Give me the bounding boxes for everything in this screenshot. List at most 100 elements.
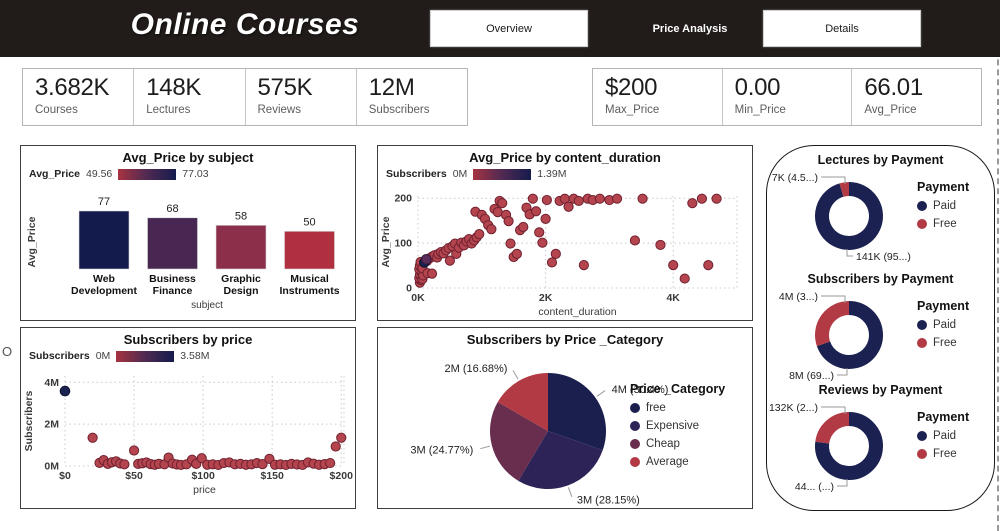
data-point[interactable] <box>578 260 589 271</box>
data-point[interactable] <box>687 198 698 209</box>
data-point[interactable] <box>518 221 529 233</box>
data-point[interactable] <box>703 260 714 271</box>
donut-section-0: Lectures by Payment 7K (4.5...) 141K (95..… <box>767 148 994 268</box>
legend-item-expensive[interactable]: Expensive <box>630 420 725 432</box>
data-point[interactable] <box>668 260 679 271</box>
data-point[interactable] <box>550 248 561 259</box>
chart-title: Reviews by Payment <box>818 383 943 397</box>
data-point[interactable] <box>594 193 605 204</box>
data-point[interactable] <box>59 385 71 397</box>
data-point[interactable] <box>655 239 666 251</box>
donut-slice-paid[interactable] <box>815 182 883 250</box>
pie-chart-canvas[interactable]: 4M (30.4%) 3M (28.15%) 3M (24.77%) 2M (16.6… <box>378 346 751 506</box>
data-point[interactable] <box>420 253 432 265</box>
svg-text:Instruments: Instruments <box>279 285 339 297</box>
data-point[interactable] <box>540 213 551 224</box>
legend-item-average[interactable]: Average <box>630 456 725 468</box>
donut-slice-free[interactable] <box>839 182 850 197</box>
donut-legend: Payment Paid Free <box>917 410 969 460</box>
legend-item-paid[interactable]: Paid <box>917 200 969 212</box>
legend-item-cheap[interactable]: Cheap <box>630 438 725 450</box>
tab-details[interactable]: Details <box>763 10 921 47</box>
data-point[interactable] <box>474 229 485 240</box>
legend-item-free[interactable]: Free <box>917 218 969 230</box>
data-point[interactable] <box>637 193 648 204</box>
data-point[interactable] <box>541 194 552 206</box>
pie-slice-average[interactable] <box>497 373 548 431</box>
donut-chart-canvas[interactable]: 132K (2...) 44... (...) <box>767 396 917 496</box>
data-point[interactable] <box>711 193 722 204</box>
chart-title: Subscribers by price <box>123 332 253 347</box>
panel-avg-price-by-subject: Avg_Price by subject Avg_Price 49.56 77.… <box>20 145 356 321</box>
data-point[interactable] <box>563 201 574 212</box>
scatter-chart-canvas[interactable]: 0 100 200 0K 2K 4K content_duration Avg_Price <box>378 182 751 320</box>
svg-text:4M (3...): 4M (3...) <box>779 291 818 303</box>
data-point[interactable] <box>546 257 558 268</box>
tab-price-analysis[interactable]: Price Analysis <box>652 22 728 35</box>
donut-slice-free[interactable] <box>815 412 850 444</box>
scatter-chart-canvas[interactable]: 0M 2M 4M $0 $50 $100 $150 $200 price Subscribers <box>21 364 354 506</box>
bar-musical-instruments[interactable] <box>284 231 335 270</box>
tab-overview[interactable]: Overview <box>430 10 588 47</box>
data-point[interactable] <box>336 432 347 443</box>
svg-text:$0: $0 <box>59 470 71 482</box>
data-point[interactable] <box>492 207 503 218</box>
legend-item-free[interactable]: Free <box>917 337 969 349</box>
data-point[interactable] <box>330 441 341 452</box>
data-point[interactable] <box>530 206 542 217</box>
svg-text:3M (28.15%): 3M (28.15%) <box>577 495 640 506</box>
donut-chart-canvas[interactable]: 7K (4.5...) 141K (95...) <box>767 166 917 266</box>
pie-slice-cheap[interactable] <box>490 402 548 481</box>
data-point[interactable] <box>426 268 438 279</box>
data-point[interactable] <box>537 237 548 248</box>
donut-slice-free[interactable] <box>815 301 850 347</box>
legend-label: Expensive <box>646 420 700 432</box>
bar-graphic-design[interactable] <box>215 225 267 270</box>
svg-text:4M: 4M <box>44 377 59 389</box>
legend-item-paid[interactable]: Paid <box>917 430 969 442</box>
data-point[interactable] <box>534 227 545 238</box>
donut-legend-title: Payment <box>917 410 970 424</box>
donut-slice-paid[interactable] <box>816 301 883 369</box>
data-point[interactable] <box>629 235 641 246</box>
kpi-group-prices: $200 Max_Price 0.00 Min_Price 66.01 Avg_Price <box>592 68 982 126</box>
data-point[interactable] <box>497 198 508 209</box>
data-point[interactable] <box>611 193 623 204</box>
bar-business-finance[interactable] <box>147 217 198 270</box>
data-point[interactable] <box>573 195 584 207</box>
pie-slice-free[interactable] <box>548 373 606 451</box>
svg-text:8M (69...): 8M (69...) <box>789 370 834 382</box>
svg-text:4M (30.4%): 4M (30.4%) <box>612 384 669 396</box>
legend-item-paid[interactable]: Paid <box>917 319 969 331</box>
kpi-card: 575K Reviews <box>244 69 356 125</box>
legend-item-free[interactable]: free <box>630 402 725 414</box>
data-point[interactable] <box>119 459 130 470</box>
data-point[interactable] <box>325 457 336 469</box>
data-point[interactable] <box>444 255 456 266</box>
kpi-value: 575K <box>257 74 313 101</box>
data-point[interactable] <box>87 432 98 443</box>
data-point[interactable] <box>696 193 708 204</box>
data-point[interactable] <box>511 248 522 259</box>
data-point[interactable] <box>503 216 514 227</box>
svg-text:4K: 4K <box>666 292 680 304</box>
kpi-card: 66.01 Avg_Price <box>851 69 981 125</box>
pie-slice-expensive[interactable] <box>518 431 603 489</box>
data-point[interactable] <box>257 459 268 470</box>
legend-item-free[interactable]: Free <box>917 448 969 460</box>
svg-text:$100: $100 <box>191 470 215 482</box>
svg-text:0: 0 <box>406 283 412 295</box>
stray-character: O <box>2 344 13 359</box>
data-point[interactable] <box>128 445 140 456</box>
legend-min-value: 49.56 <box>85 168 113 180</box>
data-point[interactable] <box>505 238 516 249</box>
data-point[interactable] <box>679 273 690 284</box>
data-point[interactable] <box>196 453 207 464</box>
data-point[interactable] <box>527 193 538 204</box>
data-point[interactable] <box>486 224 497 235</box>
bar-web-development[interactable] <box>78 210 130 270</box>
kpi-group-counts: 3.682K Courses 148K Lectures 575K Reviews 12M S… <box>22 68 468 126</box>
donut-slice-paid[interactable] <box>815 412 883 480</box>
donut-chart-canvas[interactable]: 4M (3...) 8M (69...) <box>767 285 917 385</box>
